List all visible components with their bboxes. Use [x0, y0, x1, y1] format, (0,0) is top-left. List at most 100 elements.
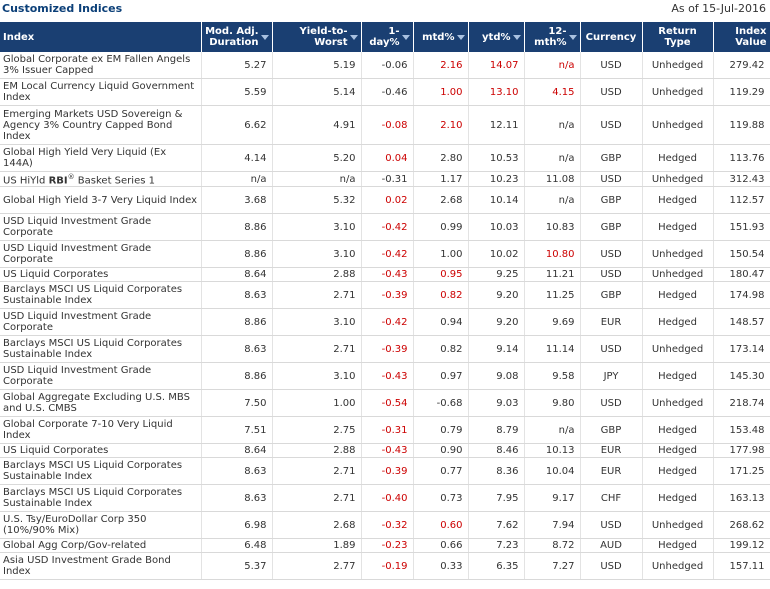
sort-arrow-icon[interactable]	[568, 34, 577, 40]
table-row[interactable]: Global Aggregate Excluding U.S. MBS and …	[0, 389, 770, 418]
index-name-cell[interactable]: Global Aggregate Excluding U.S. MBS and …	[0, 389, 202, 418]
day-cell: -0.40	[361, 484, 414, 513]
table-row[interactable]: Global Corporate 7-10 Very Liquid Index 7…	[0, 416, 770, 445]
sort-arrow-icon[interactable]	[512, 34, 521, 40]
column-header-label: 1-day%	[369, 26, 400, 48]
m12-cell: 9.69	[524, 308, 581, 337]
index-name-cell[interactable]: Global High Yield 3-7 Very Liquid Index	[0, 186, 202, 215]
index-name-cell[interactable]: U.S. Tsy/EuroDollar Corp 350 (10%/90% Mi…	[0, 511, 202, 540]
column-header-m12[interactable]: 12-mth%	[524, 22, 581, 52]
titlebar: Customized Indices As of 15-Jul-2016	[0, 0, 770, 22]
index-name-part: US HiYld	[3, 175, 49, 187]
column-header-ret[interactable]: Return Type	[642, 22, 714, 52]
day-cell: 0.04	[361, 144, 414, 172]
index-name-cell[interactable]: US Liquid Corporates	[0, 443, 202, 459]
ytw-cell: 2.88	[272, 267, 362, 283]
index-name-cell[interactable]: USD Liquid Investment Grade Corporate	[0, 362, 202, 391]
ret-cell: Unhedged	[642, 78, 714, 106]
duration-cell: 6.98	[201, 511, 273, 540]
table-row[interactable]: Global High Yield Very Liquid (Ex 144A) 4…	[0, 144, 770, 172]
currency-cell: GBP	[580, 144, 643, 172]
duration-cell: 8.86	[201, 240, 273, 269]
table-row[interactable]: Emerging Markets USD Sovereign & Agency …	[0, 105, 770, 145]
value-cell: 150.54	[713, 240, 770, 269]
currency-cell: USD	[580, 52, 643, 79]
index-name-cell[interactable]: Global High Yield Very Liquid (Ex 144A)	[0, 144, 202, 172]
index-name-cell[interactable]: Global Corporate 7-10 Very Liquid Index	[0, 416, 202, 445]
table-row[interactable]: U.S. Tsy/EuroDollar Corp 350 (10%/90% Mi…	[0, 511, 770, 540]
ytd-cell: 8.36	[468, 457, 525, 486]
table-row[interactable]: USD Liquid Investment Grade Corporate 8.8…	[0, 213, 770, 242]
ytd-cell: 7.23	[468, 538, 525, 554]
index-name-cell[interactable]: Global Agg Corp/Gov-related	[0, 538, 202, 554]
column-header-ytw[interactable]: Yield-to-Worst	[272, 22, 362, 52]
column-header-label: Index	[3, 31, 35, 43]
currency-cell: JPY	[580, 362, 643, 391]
ret-cell: Unhedged	[642, 389, 714, 418]
table-row[interactable]: Global High Yield 3-7 Very Liquid Index 3…	[0, 186, 770, 215]
table-row[interactable]: Barclays MSCI US Liquid Corporates Susta…	[0, 281, 770, 310]
index-name-cell[interactable]: Barclays MSCI US Liquid Corporates Susta…	[0, 484, 202, 513]
value-cell: 145.30	[713, 362, 770, 391]
column-header-value[interactable]: Index Value	[713, 22, 770, 52]
table-row[interactable]: US Liquid Corporates 8.64 2.88 -0.43 0.95 9.2…	[0, 267, 770, 283]
m12-cell: 11.25	[524, 281, 581, 310]
index-name-cell[interactable]: USD Liquid Investment Grade Corporate	[0, 308, 202, 337]
index-name-cell[interactable]: Asia USD Investment Grade Bond Index	[0, 552, 202, 581]
currency-cell: EUR	[580, 443, 643, 459]
index-name-cell[interactable]: Barclays MSCI US Liquid Corporates Susta…	[0, 281, 202, 310]
index-name-cell[interactable]: US HiYld RBI® Basket Series 1	[0, 171, 202, 188]
table-row[interactable]: Barclays MSCI US Liquid Corporates Susta…	[0, 484, 770, 513]
m12-cell: n/a	[524, 52, 581, 79]
table-row[interactable]: Global Corporate ex EM Fallen Angels 3% …	[0, 52, 770, 79]
index-name-cell[interactable]: USD Liquid Investment Grade Corporate	[0, 240, 202, 269]
duration-cell: 7.51	[201, 416, 273, 445]
sort-arrow-icon[interactable]	[349, 34, 358, 40]
column-header-label: Mod. Adj. Duration	[205, 26, 259, 48]
table-row[interactable]: USD Liquid Investment Grade Corporate 8.8…	[0, 240, 770, 269]
ytd-cell: 13.10	[468, 78, 525, 106]
column-header-duration[interactable]: Mod. Adj. Duration	[201, 22, 273, 52]
column-header-day[interactable]: 1-day%	[361, 22, 414, 52]
ytw-cell: 4.91	[272, 105, 362, 145]
index-name-cell[interactable]: Global Corporate ex EM Fallen Angels 3% …	[0, 52, 202, 79]
value-cell: 199.12	[713, 538, 770, 554]
mtd-cell: 0.94	[413, 308, 469, 337]
m12-cell: 10.13	[524, 443, 581, 459]
ret-cell: Hedged	[642, 144, 714, 172]
table-row[interactable]: Barclays MSCI US Liquid Corporates Susta…	[0, 335, 770, 364]
currency-cell: GBP	[580, 281, 643, 310]
m12-cell: 10.04	[524, 457, 581, 486]
column-header-ytd[interactable]: ytd%	[468, 22, 525, 52]
value-cell: 163.13	[713, 484, 770, 513]
index-name-cell[interactable]: Barclays MSCI US Liquid Corporates Susta…	[0, 335, 202, 364]
sort-arrow-icon[interactable]	[456, 34, 465, 40]
table-row[interactable]: Barclays MSCI US Liquid Corporates Susta…	[0, 457, 770, 486]
table-row[interactable]: US HiYld RBI® Basket Series 1 n/a n/a -0.31…	[0, 171, 770, 188]
ret-cell: Hedged	[642, 457, 714, 486]
table-row[interactable]: USD Liquid Investment Grade Corporate 8.8…	[0, 308, 770, 337]
day-cell: -0.06	[361, 52, 414, 79]
ytd-cell: 10.03	[468, 213, 525, 242]
currency-cell: AUD	[580, 538, 643, 554]
sort-arrow-icon[interactable]	[401, 34, 410, 40]
column-header-mtd[interactable]: mtd%	[413, 22, 469, 52]
index-name-cell[interactable]: US Liquid Corporates	[0, 267, 202, 283]
table-row[interactable]: EM Local Currency Liquid Government Inde…	[0, 78, 770, 106]
m12-cell: 9.80	[524, 389, 581, 418]
table-row[interactable]: Asia USD Investment Grade Bond Index 5.37…	[0, 552, 770, 581]
index-name-cell[interactable]: USD Liquid Investment Grade Corporate	[0, 213, 202, 242]
table-row[interactable]: US Liquid Corporates 8.64 2.88 -0.43 0.90 8.4…	[0, 443, 770, 459]
table-row[interactable]: Global Agg Corp/Gov-related 6.48 1.89 -0.23…	[0, 538, 770, 554]
table-row[interactable]: USD Liquid Investment Grade Corporate 8.8…	[0, 362, 770, 391]
index-name-cell[interactable]: Emerging Markets USD Sovereign & Agency …	[0, 105, 202, 145]
duration-cell: 8.63	[201, 484, 273, 513]
index-name-cell[interactable]: EM Local Currency Liquid Government Inde…	[0, 78, 202, 106]
mtd-cell: 1.00	[413, 78, 469, 106]
sort-arrow-icon[interactable]	[260, 34, 269, 40]
m12-cell: n/a	[524, 416, 581, 445]
index-name-cell[interactable]: Barclays MSCI US Liquid Corporates Susta…	[0, 457, 202, 486]
header-row: Index Mod. Adj. Duration Yield-to-Worst 1-d…	[0, 22, 770, 52]
mtd-cell: 0.99	[413, 213, 469, 242]
currency-cell: USD	[580, 552, 643, 581]
